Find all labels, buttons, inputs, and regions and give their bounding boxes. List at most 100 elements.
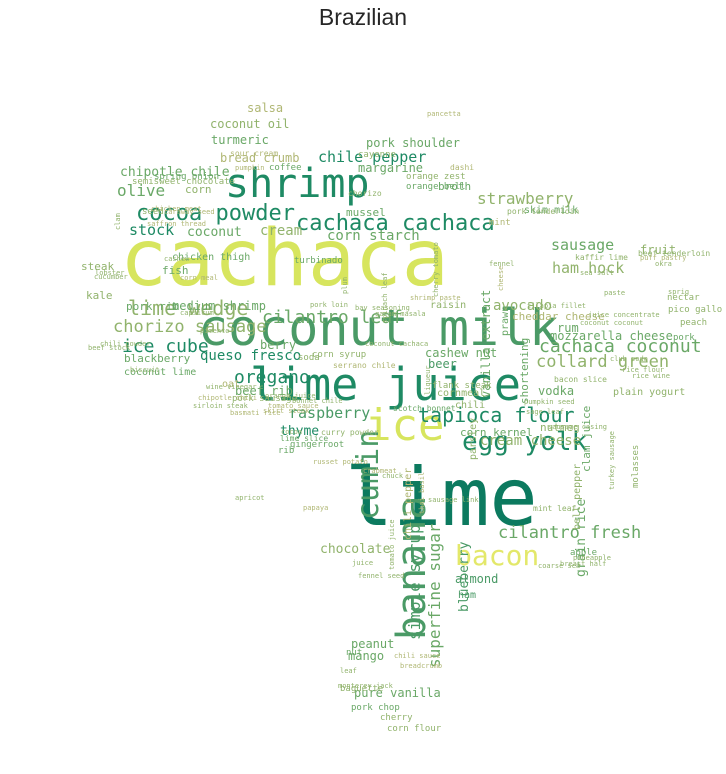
word-chipotle-chili: chipotle chili (198, 394, 257, 402)
word-sage-leaf: sage leaf (526, 408, 564, 416)
word-prawn: prawn (500, 306, 511, 336)
word-margarine: margarine (358, 161, 423, 175)
word-corn-kernel: corn kernel (460, 426, 533, 439)
word-dashi: dashi (450, 163, 474, 172)
word-olive: olive (117, 181, 165, 200)
word-pork-sausage: pork sausage (232, 394, 297, 404)
word-egg-yolk: egg yolk (462, 427, 588, 457)
word-coconut-cachaca: coconut cachaca (365, 340, 428, 348)
word-fruit: fruit (640, 243, 676, 257)
word-breast-half: breast half (560, 560, 606, 568)
word-serrano-chile: serrano chile (333, 361, 396, 370)
word-bacon: bacon (455, 539, 539, 572)
word-pumpkin: pumpkin (235, 164, 265, 172)
word-lime-wedge: lime wedge (128, 296, 248, 320)
word-juice: juice (352, 559, 373, 567)
word-berry: berry (260, 338, 296, 352)
word-pumpkin-seed: pumpkin seed (524, 398, 575, 406)
word-coconut-lime: coconut lime (124, 367, 196, 378)
word-cheese: cheese (497, 266, 505, 291)
word-chipotle-chile: chipotle chile (120, 165, 230, 180)
word-spring-onion: spring onion (154, 172, 219, 182)
word-avocado: avocado (493, 298, 552, 314)
word-chocolate: chocolate (320, 542, 391, 557)
word-lime-juice: lime juice (250, 358, 521, 411)
word-tomato-sauce: tomato sauce (268, 402, 319, 410)
chart-title: Brazilian (318, 4, 408, 30)
word-nectar: nectar (667, 293, 700, 303)
word-chicken-thigh: chicken thigh (172, 252, 250, 263)
word-orange-bell: orange bell (406, 182, 466, 192)
word-simple-syrup: simple syrup (405, 524, 424, 640)
word-flank-steak: flank steak (432, 381, 492, 391)
word-bay-seasoning: bay seasoning (355, 304, 410, 312)
word-orange-zest: orange zest (406, 172, 466, 182)
word-chili-sauce: chili sauce (394, 652, 440, 660)
word-tapioca-flour: tapioca flour (418, 403, 575, 427)
word-papaya: papaya (303, 504, 328, 512)
word-club-soda: club soda (610, 355, 648, 363)
word-juice-concentrate: juice concentrate (588, 311, 660, 319)
word-beef-stock: beef stock (88, 344, 131, 352)
word-ice: ice (365, 400, 444, 451)
word-bread-crumb: bread crumb (220, 151, 299, 165)
word-shortening: shortening (518, 338, 531, 404)
word-plum: plum (341, 277, 349, 294)
word-beef-rib: beef rib (235, 384, 293, 398)
word-chili-powder: chili powder (100, 340, 151, 348)
word-cherry-tomato: cherry tomato (432, 242, 440, 297)
word-grain-rice: grain rice (574, 499, 589, 577)
word-vanilla-extract: vanilla extract (479, 290, 493, 398)
word-pork-chop: pork chop (351, 703, 400, 713)
word-kale: kale (86, 289, 113, 302)
word-corn-starch: corn starch (327, 228, 420, 244)
word-orange-juice: orange juice (265, 392, 316, 400)
word-beef-tenderloin: beef tenderloin (638, 249, 710, 258)
word-cherry: cherry (380, 713, 413, 723)
word-clam: clam (114, 213, 122, 230)
word-corn: corn (185, 183, 212, 196)
word-cashew-nut: cashew nut (425, 346, 497, 360)
word-fish: fish (162, 264, 189, 277)
word-wine-vinegar: wine vinegar (206, 383, 257, 391)
word-ham-hock: ham hock (552, 259, 624, 277)
word-cocoa: cocoa (281, 428, 302, 436)
word-rice-wine: rice wine (632, 372, 670, 380)
word-medium-shrimp: medium shrimp (172, 299, 266, 313)
word-banana: banana (389, 496, 435, 641)
word-pork-shoulder: pork shoulder (366, 136, 460, 150)
word-raisin: raisin (430, 300, 466, 311)
word-chorizo: chorizo (348, 189, 382, 198)
word-saffron-thread: saffron thread (147, 220, 206, 228)
word-clam-juice: clam juice (580, 406, 593, 472)
word-skirt-steak: skirt steak (263, 407, 310, 415)
word-cumin: cumin (351, 430, 386, 520)
word-corn-meal: corn meal (180, 274, 218, 282)
word-chorizo-sausage: chorizo sausage (113, 317, 267, 337)
word-biscuit: biscuit (130, 366, 160, 374)
word-rum: rum (557, 321, 579, 335)
word-russet-potato: russet potato (313, 458, 368, 466)
word-cocoa-powder: cocoa powder (136, 201, 295, 226)
word-sirloin-steak: sirloin steak (193, 402, 249, 410)
word-semisweet-chocolate: semisweet chocolate (132, 177, 235, 187)
word-gingerroot: gingerroot (290, 440, 344, 450)
word-coconut-milk: coconut milk (198, 299, 559, 357)
word-lime: lime (345, 451, 538, 544)
word-lobster: lobster (95, 269, 125, 277)
word-cream-cheese: cream cheese (480, 433, 581, 449)
word-okra: okra (655, 260, 672, 268)
word-pico-gallo: pico gallo (668, 305, 722, 315)
word-rice-flour: rice flour (622, 366, 664, 374)
word-cachaca-coconut: cachaca coconut (539, 336, 702, 357)
word-collard-green: collard green (536, 352, 669, 372)
word-spinach-leaf: spinach leaf (381, 272, 389, 323)
word-almond: almond (455, 572, 498, 586)
word-parsley: parsley (468, 418, 479, 460)
word-pineapple: pineapple (573, 554, 611, 562)
word-coconut: coconut (187, 225, 242, 240)
word-sour-cream: sour cream (230, 149, 278, 158)
word-mango: mango (348, 649, 384, 663)
word-cucumber: cucumber (94, 273, 128, 281)
